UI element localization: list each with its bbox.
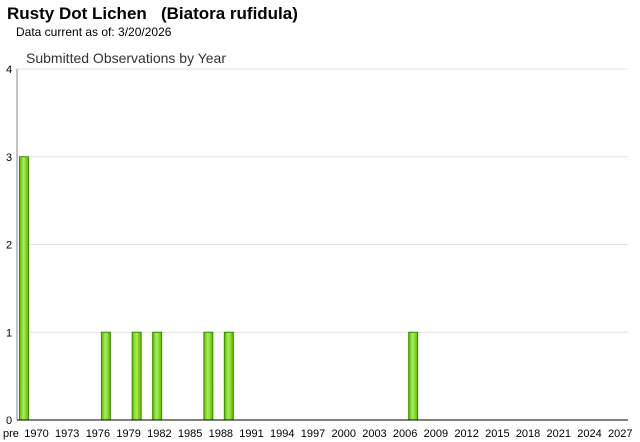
x-tick-label: 1985 bbox=[178, 428, 202, 440]
x-tick-label: 1988 bbox=[209, 428, 233, 440]
bar-pre-1970[interactable] bbox=[19, 156, 29, 421]
x-tick-label: 1976 bbox=[86, 428, 110, 440]
bar-1982[interactable] bbox=[152, 331, 163, 421]
page-title: Rusty Dot Lichen (Biatora rufidula) bbox=[7, 4, 298, 23]
x-tick-label: 1994 bbox=[270, 428, 294, 440]
data-current-note: Data current as of: 3/20/2026 bbox=[16, 25, 172, 39]
x-tick-label: 1991 bbox=[239, 428, 263, 440]
x-tick-label: 2003 bbox=[362, 428, 386, 440]
y-tick-label: 3 bbox=[6, 152, 12, 164]
x-tick-label: 2015 bbox=[485, 428, 509, 440]
x-tick-label: 2018 bbox=[516, 428, 540, 440]
y-tick-label: 4 bbox=[6, 64, 12, 76]
x-tick-label: 1973 bbox=[55, 428, 79, 440]
x-tick-label: 1982 bbox=[147, 428, 171, 440]
x-tick-label: 2027 bbox=[608, 428, 632, 440]
y-tick-label: 1 bbox=[6, 327, 12, 339]
x-tick-label: 2000 bbox=[331, 428, 355, 440]
chart-title: Submitted Observations by Year bbox=[26, 50, 226, 66]
x-tick-label: 2021 bbox=[547, 428, 571, 440]
x-tick-label: 2012 bbox=[454, 428, 478, 440]
bar-2007[interactable] bbox=[408, 331, 419, 421]
x-tick-label: 2024 bbox=[577, 428, 601, 440]
bar-1977[interactable] bbox=[100, 331, 111, 421]
bar-1980[interactable] bbox=[131, 331, 142, 421]
x-tick-label: 2006 bbox=[393, 428, 417, 440]
y-tick-label: 2 bbox=[6, 240, 12, 252]
x-tick-label: 1997 bbox=[301, 428, 325, 440]
x-tick-label: 1979 bbox=[116, 428, 140, 440]
bar-1987[interactable] bbox=[203, 331, 214, 421]
x-tick-label: 1970 bbox=[24, 428, 48, 440]
bar-1989[interactable] bbox=[223, 331, 234, 421]
x-tick-label: 2009 bbox=[424, 428, 448, 440]
y-tick-label: 0 bbox=[6, 415, 12, 427]
x-tick-label: pre bbox=[3, 428, 19, 440]
